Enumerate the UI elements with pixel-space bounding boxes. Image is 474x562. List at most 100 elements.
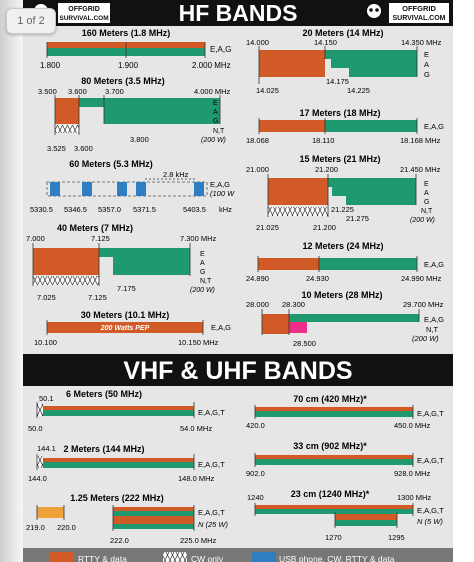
license-class: E,A,G xyxy=(424,315,444,324)
freq-label: 7.125 xyxy=(88,293,107,302)
license-class: N,T xyxy=(200,278,212,285)
license-class: A xyxy=(424,60,429,69)
freq-label: 24.990 MHz xyxy=(401,274,442,283)
license-class: A xyxy=(213,109,218,116)
usb-channel xyxy=(117,182,127,196)
freq-label: 50.1 xyxy=(39,394,54,403)
band-17m: 17 Meters (18 MHz) 18.068 18.110 18.168 … xyxy=(246,108,444,145)
freq-label: kHz xyxy=(219,205,232,214)
license-class: E,A,G,T xyxy=(417,409,444,418)
freq-label: 18.068 xyxy=(246,136,269,145)
freq-label: 2.000 MHz xyxy=(192,61,231,70)
band-33cm: 33 cm (902 MHz)* 902.0 928.0 MHz E,A,G,T xyxy=(246,441,444,478)
freq-label: 7.025 xyxy=(37,293,56,302)
license-class: N,T xyxy=(421,208,433,215)
license-class: (200 W) xyxy=(410,217,435,224)
band-12m: 12 Meters (24 MHz) 24.890 24.930 24.990 … xyxy=(246,241,444,283)
band-title: 10 Meters (28 MHz) xyxy=(301,290,382,300)
band-160m: 160 Meters (1.8 MHz) 1.800 1.900 2.000 M… xyxy=(40,28,231,70)
freq-label: 54.0 MHz xyxy=(180,424,212,433)
license-class: E xyxy=(424,181,429,188)
band-title: 33 cm (902 MHz)* xyxy=(293,441,367,451)
license-class: N (5 W) xyxy=(417,517,443,526)
freq-label: 21.275 xyxy=(346,214,369,223)
hf-title: HF BANDS xyxy=(179,0,298,26)
license-class: E xyxy=(424,50,429,59)
freq-label: 5403.5 xyxy=(183,205,206,214)
freq-label: 7.125 xyxy=(91,234,110,243)
freq-label: 10.150 MHz xyxy=(178,338,219,347)
freq-label: 4.000 MHz xyxy=(194,87,231,96)
band-40m: 40 Meters (7 MHz) 7.000 7.125 7.300 MHz … xyxy=(26,223,217,302)
legend-label: CW only xyxy=(191,554,224,562)
page-indicator: 1 of 2 xyxy=(6,8,56,34)
freq-label: 21.200 xyxy=(315,165,338,174)
logo-text-top: OFFGRID xyxy=(68,6,100,13)
license-class: G xyxy=(213,118,218,125)
freq-label: 902.0 xyxy=(246,469,265,478)
band-23cm: 23 cm (1240 MHz)* 1240 1300 MHz 1270 129… xyxy=(247,489,444,542)
freq-label: 21.025 xyxy=(256,223,279,232)
freq-label: 10.100 xyxy=(34,338,57,347)
freq-label: 18.168 MHz xyxy=(400,136,441,145)
freq-label: 14.025 xyxy=(256,86,279,95)
license-class: E xyxy=(200,251,205,258)
band-title: 160 Meters (1.8 MHz) xyxy=(82,28,171,38)
freq-label: 420.0 xyxy=(246,421,265,430)
band-title: 80 Meters (3.5 MHz) xyxy=(81,76,165,86)
band-title: 60 Meters (5.3 MHz) xyxy=(69,159,153,169)
freq-label: 2.8 kHz xyxy=(163,170,189,179)
freq-label: 148.0 MHz xyxy=(178,474,215,483)
legend-label: USB phone, CW, RTTY & data xyxy=(279,554,395,562)
freq-label: 3.500 xyxy=(38,87,57,96)
legend-label: RTTY & data xyxy=(78,554,127,562)
band-title: 12 Meters (24 MHz) xyxy=(302,241,383,251)
cw-swatch-icon xyxy=(163,552,187,562)
freq-label: 225.0 MHz xyxy=(180,536,217,545)
band-title: 40 Meters (7 MHz) xyxy=(57,223,133,233)
legend: RTTY & data CW only USB phone, CW, RTTY … xyxy=(23,548,453,562)
license-class: E,A,G,T xyxy=(198,408,225,417)
freq-label: 14.175 xyxy=(326,77,349,86)
freq-label: 3.600 xyxy=(68,87,87,96)
band-30m: 30 Meters (10.1 MHz) 200 Watts PEP 10.10… xyxy=(34,310,231,347)
power-note: 200 Watts PEP xyxy=(100,325,150,332)
freq-label: 50.0 xyxy=(28,424,43,433)
license-class: N (25 W) xyxy=(198,520,229,529)
freq-label: 21.450 MHz xyxy=(400,165,441,174)
freq-label: 928.0 MHz xyxy=(394,469,431,478)
band-6m: 6 Meters (50 MHz) 50.1 50.0 54.0 MHz E,A… xyxy=(28,389,225,433)
vhf-title: VHF & UHF BANDS xyxy=(123,357,352,385)
freq-label: 3.600 xyxy=(74,144,93,153)
usb-channel xyxy=(50,182,60,196)
freq-label: 7.300 MHz xyxy=(180,234,217,243)
license-class: G xyxy=(424,199,429,206)
freq-label: 3.800 xyxy=(130,135,149,144)
license-class: E,A,G,T xyxy=(198,508,225,517)
freq-label: 3.700 xyxy=(105,87,124,96)
license-class: E,A,G xyxy=(210,45,231,54)
license-class: E xyxy=(213,100,218,107)
band-80m: 80 Meters (3.5 MHz) 3.500 3.600 3.700 4.… xyxy=(38,76,231,153)
freq-label: 28.500 xyxy=(293,339,316,348)
freq-label: 21.000 xyxy=(246,165,269,174)
freq-label: 144.0 xyxy=(28,474,47,483)
left-margin xyxy=(0,0,23,562)
license-class: E,A,G,T xyxy=(417,456,444,465)
license-class: E,A,G xyxy=(210,180,230,189)
license-class: E,A,G xyxy=(424,260,444,269)
freq-label: 29.700 MHz xyxy=(403,300,444,309)
usb-channel xyxy=(82,182,92,196)
band-title: 15 Meters (21 MHz) xyxy=(299,154,380,164)
freq-label: 5346.5 xyxy=(64,205,87,214)
freq-label: 450.0 MHz xyxy=(394,421,431,430)
logo-text-bottom: SURVIVAL.COM xyxy=(392,15,445,22)
license-class: E,A,G,T xyxy=(417,506,444,515)
freq-label: 219.0 xyxy=(26,523,45,532)
freq-label: 14.350 MHz xyxy=(401,38,442,47)
freq-label: 21.200 xyxy=(313,223,336,232)
license-class: N,T xyxy=(213,128,225,135)
freq-label: 3.525 xyxy=(47,144,66,153)
